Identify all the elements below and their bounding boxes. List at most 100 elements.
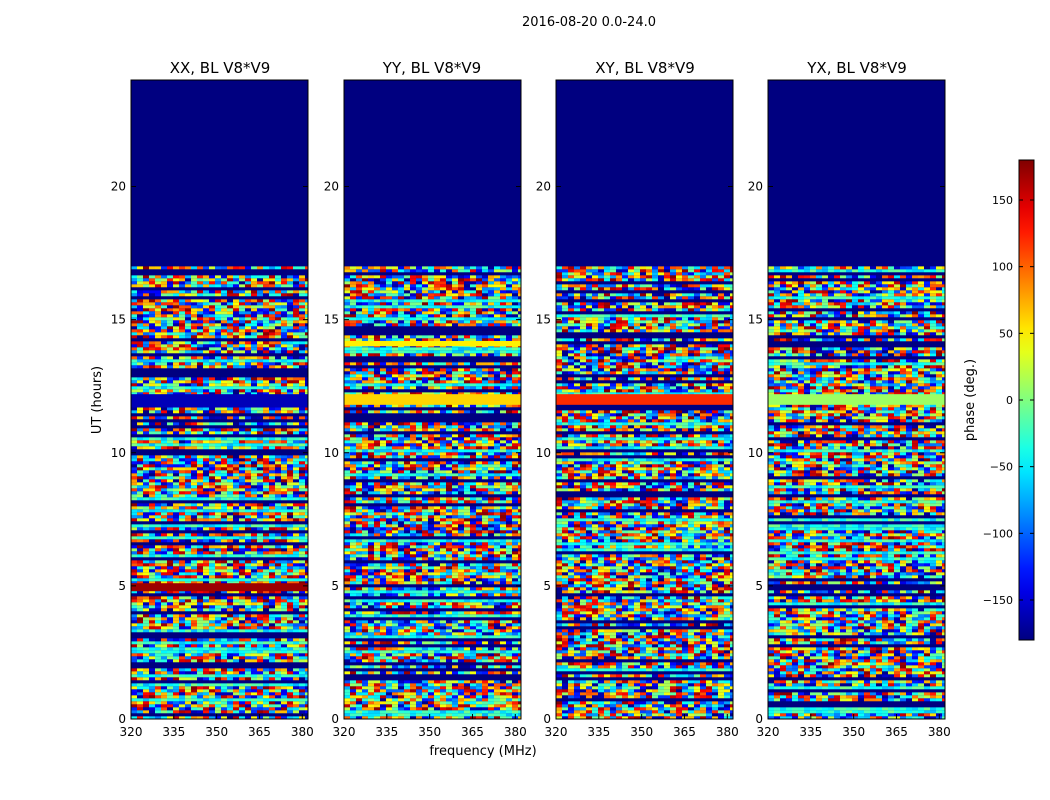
heatmap-cell <box>281 431 287 434</box>
heatmap-cell <box>197 413 203 416</box>
heatmap-cell <box>251 308 257 311</box>
heatmap-cell <box>191 413 197 416</box>
heatmap-cell <box>287 701 293 704</box>
heatmap-cell <box>179 320 185 323</box>
heatmap-cell <box>275 473 281 476</box>
heatmap-cell <box>137 644 143 647</box>
heatmap-cell <box>227 641 233 644</box>
heatmap-cell <box>281 650 287 653</box>
heatmap-cell <box>257 338 263 341</box>
heatmap-cell <box>137 617 143 620</box>
heatmap-cell <box>197 275 203 278</box>
heatmap-cell <box>269 347 275 350</box>
heatmap-cell <box>227 539 233 542</box>
heatmap-cell <box>251 497 257 500</box>
heatmap-cell <box>143 509 149 512</box>
heatmap-cell <box>470 293 476 296</box>
heatmap-cell <box>263 287 269 290</box>
heatmap-cell <box>197 320 203 323</box>
heatmap-cell <box>275 368 281 371</box>
heatmap-cell <box>137 356 143 359</box>
heatmap-cell <box>191 650 197 653</box>
heatmap-cell <box>215 620 221 623</box>
heatmap-cell <box>185 698 191 701</box>
heatmap-cell <box>239 659 245 662</box>
heatmap-cell <box>209 575 215 578</box>
heatmap-cell <box>161 299 167 302</box>
heatmap-cell <box>269 530 275 533</box>
heatmap-cell <box>251 704 257 707</box>
heatmap-cell <box>215 389 221 392</box>
heatmap-cell <box>137 305 143 308</box>
heatmap-cell <box>191 668 197 671</box>
heatmap-cell <box>380 266 386 269</box>
heatmap-cell <box>185 488 191 491</box>
heatmap-cell <box>131 341 137 344</box>
heatmap-cell <box>269 518 275 521</box>
heatmap-cell <box>239 305 245 308</box>
heatmap-cell <box>275 524 281 527</box>
heatmap-cell <box>155 683 161 686</box>
heatmap-cell <box>227 323 233 326</box>
x-tick-label: 365 <box>248 725 271 739</box>
heatmap-cell <box>143 578 149 581</box>
heatmap-cell <box>293 437 299 440</box>
heatmap-cell <box>251 563 257 566</box>
heatmap-cell <box>275 542 281 545</box>
heatmap-cell <box>233 455 239 458</box>
heatmap-cell <box>203 515 209 518</box>
heatmap-cell <box>227 356 233 359</box>
heatmap-cell <box>263 638 269 641</box>
heatmap-cell <box>464 299 470 302</box>
heatmap-cell <box>488 296 494 299</box>
heatmap-cell <box>143 344 149 347</box>
heatmap-cell <box>149 632 155 635</box>
heatmap-cell <box>221 326 227 329</box>
heatmap-cell <box>287 338 293 341</box>
heatmap-cell <box>293 614 299 617</box>
heatmap-cell <box>203 332 209 335</box>
heatmap-cell <box>227 518 233 521</box>
heatmap-cell <box>143 623 149 626</box>
heatmap-cell <box>239 356 245 359</box>
heatmap-cell <box>257 569 263 572</box>
heatmap-cell <box>203 698 209 701</box>
heatmap-cell <box>191 647 197 650</box>
heatmap-cell <box>155 704 161 707</box>
heatmap-cell <box>203 521 209 524</box>
heatmap-cell <box>131 563 137 566</box>
heatmap-cell <box>293 380 299 383</box>
heatmap-cell <box>209 548 215 551</box>
heatmap-cell <box>167 320 173 323</box>
heatmap-cell <box>281 485 287 488</box>
heatmap-cell <box>263 668 269 671</box>
heatmap-cell <box>233 530 239 533</box>
heatmap-cell <box>197 428 203 431</box>
heatmap-cell <box>155 674 161 677</box>
heatmap-cell <box>191 599 197 602</box>
heatmap-cell <box>275 710 281 713</box>
heatmap-cell <box>470 287 476 290</box>
heatmap-cell <box>227 563 233 566</box>
heatmap-cell <box>149 368 155 371</box>
heatmap-cell <box>227 689 233 692</box>
heatmap-cell <box>149 335 155 338</box>
heatmap-cell <box>137 362 143 365</box>
heatmap-cell <box>149 344 155 347</box>
heatmap-cell <box>203 596 209 599</box>
heatmap-cell <box>197 653 203 656</box>
heatmap-cell <box>203 371 209 374</box>
heatmap-cell <box>245 272 251 275</box>
heatmap-cell <box>221 656 227 659</box>
heatmap-cell <box>221 653 227 656</box>
heatmap-cell <box>173 470 179 473</box>
heatmap-cell <box>239 530 245 533</box>
heatmap-cell <box>221 608 227 611</box>
heatmap-cell <box>227 608 233 611</box>
heatmap-cell <box>428 269 434 272</box>
heatmap-cell <box>131 551 137 554</box>
heatmap-cell <box>233 458 239 461</box>
heatmap-cell <box>209 503 215 506</box>
heatmap-cell <box>287 479 293 482</box>
heatmap-cell <box>293 323 299 326</box>
